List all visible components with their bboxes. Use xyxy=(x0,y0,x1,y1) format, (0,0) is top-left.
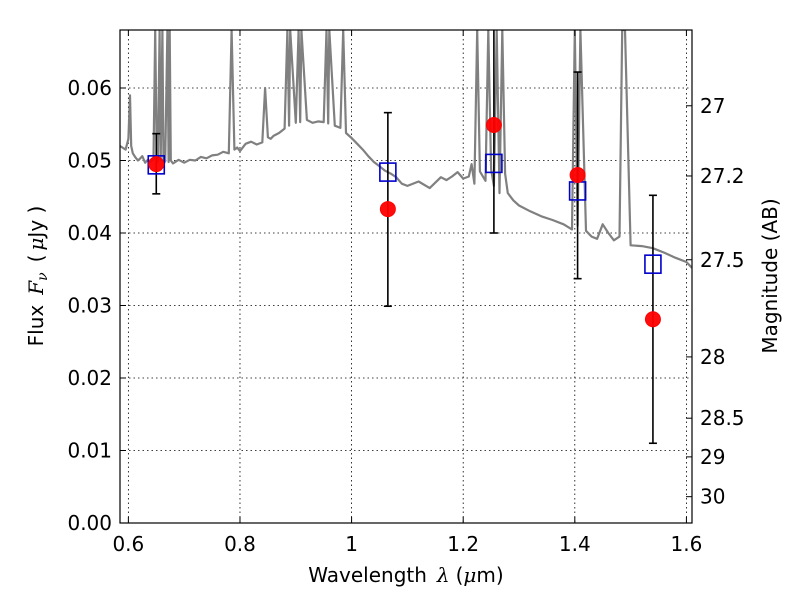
y-axis-ticks: 0.00 0.01 0.02 0.03 0.04 0.05 0.06 xyxy=(67,76,126,535)
model-photometry-square xyxy=(644,254,662,274)
x-tick-label: 1.2 xyxy=(447,532,479,556)
plot-frame xyxy=(119,29,693,524)
y2-tick-label: 27 xyxy=(700,94,725,118)
x-tick-label: 0.6 xyxy=(112,532,144,556)
x-tick-label: 1.4 xyxy=(559,532,591,556)
y-tick-label: 0.01 xyxy=(67,439,112,463)
observed-point xyxy=(644,311,661,328)
y2-tick-label: 27.2 xyxy=(700,164,745,188)
y-tick-label: 0.04 xyxy=(67,221,112,245)
x-axis-ticks: 0.6 0.8 1 1.2 1.4 1.6 xyxy=(112,30,702,556)
y2-tick-label: 30 xyxy=(700,485,725,509)
observed-points-layer xyxy=(148,116,661,328)
y-tick-label: 0.03 xyxy=(67,294,112,318)
model-spectrum-layer xyxy=(120,30,692,269)
x-tick-label: 1 xyxy=(345,532,358,556)
x-tick-label: 1.6 xyxy=(671,532,703,556)
y2-tick-label: 27.5 xyxy=(700,248,745,272)
model-photometry-square xyxy=(379,162,397,182)
y-tick-label: 0.06 xyxy=(67,76,112,100)
observed-point xyxy=(148,156,165,173)
y2-tick-label: 28.5 xyxy=(700,406,745,430)
y2-tick-label: 29 xyxy=(700,445,725,469)
model-spectrum-line xyxy=(120,30,692,269)
observed-point xyxy=(569,167,586,183)
y-tick-label: 0.05 xyxy=(67,149,112,173)
y-tick-label: 0.02 xyxy=(67,366,112,390)
observed-point xyxy=(379,201,396,218)
y2-axis-ticks: 27 27.2 27.5 28 28.5 29 30 xyxy=(686,94,745,509)
y2-axis-label: Magnitude (AB) xyxy=(758,198,782,353)
x-axis-label: Wavelength λ (μm) xyxy=(308,563,503,587)
y-tick-label: 0.00 xyxy=(67,511,112,535)
x-tick-label: 0.8 xyxy=(224,532,256,556)
model-photometry-square xyxy=(147,155,166,175)
model-photometry-square xyxy=(485,153,503,174)
grid-layer xyxy=(120,30,692,524)
model-photometry-layer xyxy=(147,153,662,274)
y2-tick-label: 28 xyxy=(700,345,725,369)
observed-point xyxy=(485,116,502,133)
y-axis-label: FluxFν(μJy ) xyxy=(24,206,51,347)
